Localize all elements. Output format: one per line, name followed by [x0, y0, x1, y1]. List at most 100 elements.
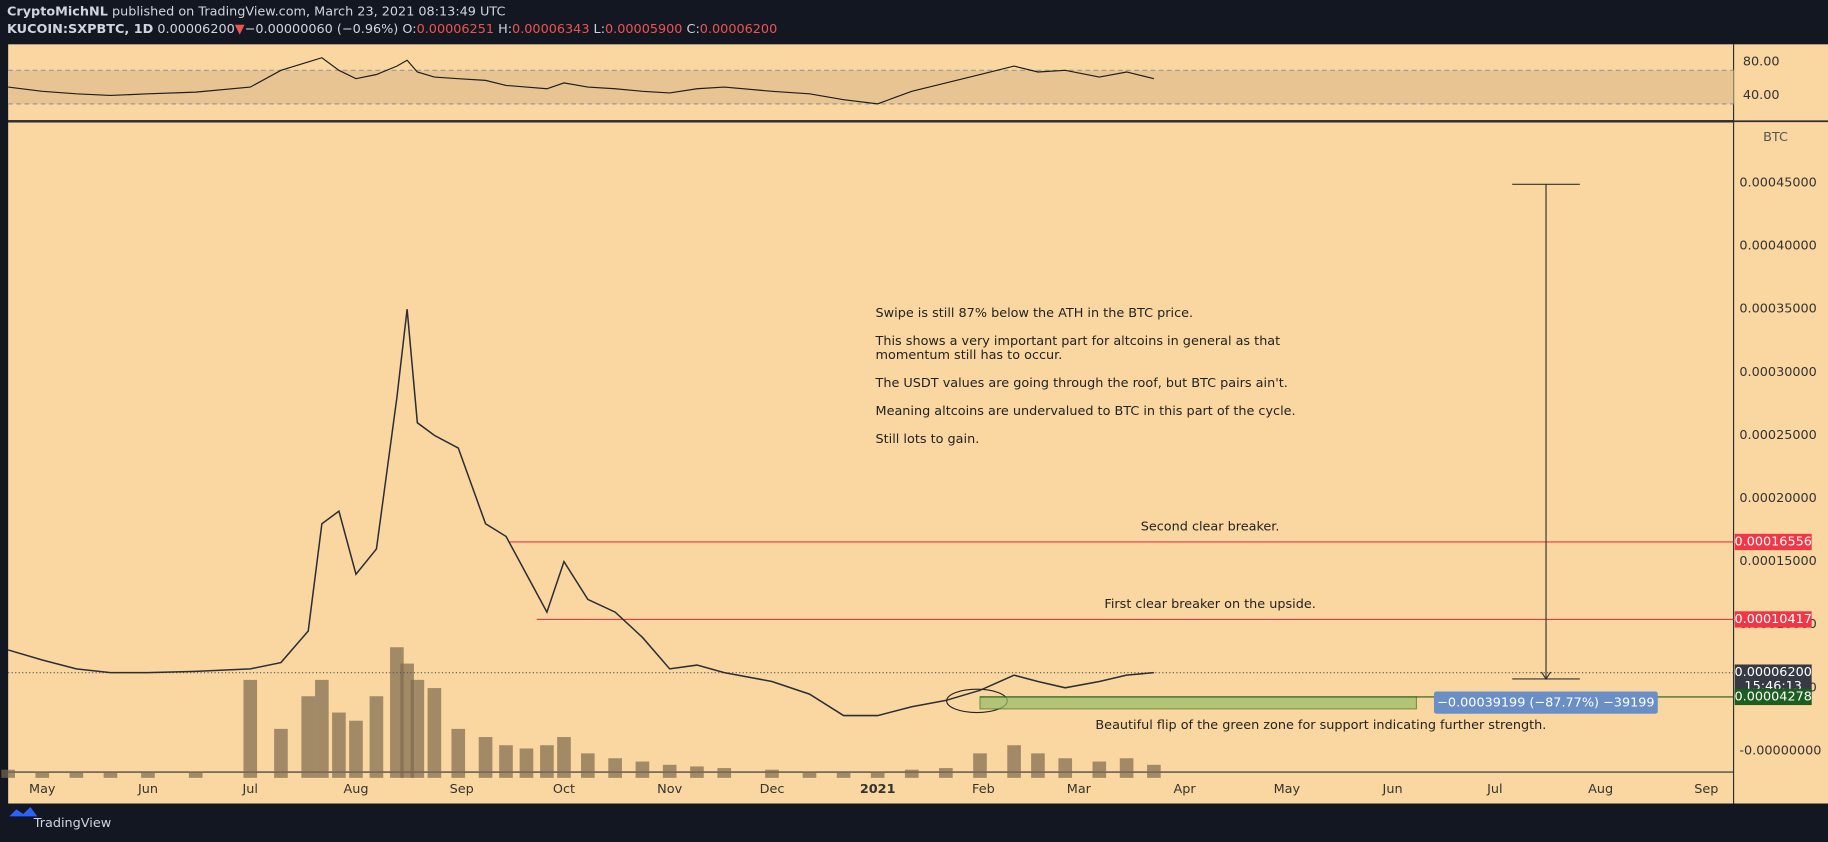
volume-bar	[103, 772, 118, 778]
support-zone	[979, 696, 1418, 710]
x-tick-label: Jun	[1382, 782, 1403, 797]
x-tick-label: Apr	[1173, 782, 1196, 797]
level-tag-bg	[1734, 611, 1812, 628]
symbol: KUCOIN:SXPBTC, 1D	[7, 22, 153, 37]
volume-bar	[1031, 753, 1045, 778]
volume-bar	[141, 772, 155, 778]
volume-bar	[540, 745, 554, 778]
x-tick-label: May	[1274, 782, 1301, 797]
volume-bar	[717, 768, 732, 778]
logo	[9, 807, 38, 817]
x-tick-label: Jul	[242, 782, 258, 797]
x-tick-label: May	[29, 782, 56, 797]
level-text: First clear breaker on the upside.	[1104, 597, 1315, 612]
close: 0.00006200	[700, 22, 777, 37]
author: CryptoMichNL	[7, 4, 108, 19]
x-tick-label: Nov	[657, 782, 682, 797]
currency: BTC	[1763, 130, 1788, 145]
volume-bar	[243, 679, 258, 778]
note-line: The USDT values are going through the ro…	[875, 376, 1288, 391]
x-tick-label: Jul	[1486, 782, 1502, 797]
x-tick-label: Oct	[553, 782, 575, 797]
published: published on TradingView.com, March 23, …	[112, 4, 506, 19]
volume-bar	[478, 737, 493, 778]
x-tick-label: Aug	[343, 782, 368, 797]
note-line: This shows a very important part for alt…	[875, 334, 1281, 349]
main-pane	[8, 122, 1734, 804]
brand: TradingView	[33, 816, 111, 831]
note-line: Still lots to gain.	[876, 432, 980, 447]
volume-bar	[1119, 758, 1134, 778]
volume-bar	[1147, 764, 1161, 778]
volume-bar	[349, 720, 363, 778]
zone-text: Beautiful flip of the green zone for sup…	[1095, 718, 1546, 733]
y-tick-label: 0.00025000	[1739, 428, 1816, 443]
volume-bar	[499, 745, 513, 778]
volume-bar	[410, 679, 425, 778]
arrow: ▼	[235, 22, 245, 37]
x-tick-label: Mar	[1067, 782, 1092, 797]
volume-bar	[870, 771, 885, 778]
zone-tag-bg	[1734, 688, 1812, 706]
volume-bar	[274, 728, 288, 778]
y-tick-label: 0.00045000	[1739, 176, 1816, 191]
x-tick-label: Feb	[972, 782, 995, 797]
rsi-tick-label: 40.00	[1743, 88, 1780, 103]
measure-box	[1433, 691, 1658, 714]
arrow-head	[1540, 671, 1552, 681]
volume-bar	[662, 764, 677, 778]
c-label: C:	[687, 22, 700, 37]
volume-bar	[519, 748, 534, 778]
zone-tag: 0.00004278	[1734, 689, 1811, 704]
volume-bar	[904, 769, 919, 778]
volume-bar	[1058, 758, 1073, 778]
volume-bar	[35, 771, 50, 778]
volume-bar	[1092, 761, 1107, 778]
header-line-2: KUCOIN:SXPBTC, 1D 0.00006200▼−0.00000060…	[7, 22, 777, 37]
level-text: Second clear breaker.	[1141, 519, 1280, 534]
volume-bar	[188, 771, 203, 778]
rsi-tick-label: 80.00	[1743, 54, 1780, 69]
volume-bar	[557, 737, 571, 778]
level-tag: 0.00010417	[1734, 612, 1811, 627]
note-line: Meaning altcoins are undervalued to BTC …	[876, 404, 1296, 419]
last-tag: 0.00006200	[1734, 665, 1811, 680]
level-tag: 0.00016556	[1734, 534, 1811, 549]
low: 0.00005900	[605, 22, 682, 37]
y-tick-label: -0.00000000	[1739, 743, 1821, 758]
header-line-1: CryptoMichNL published on TradingView.co…	[7, 4, 505, 19]
level-tag-bg	[1734, 533, 1812, 551]
volume-bar	[451, 728, 466, 778]
y-tick-label: 0.00020000	[1739, 491, 1816, 506]
price-line	[7, 309, 1154, 717]
volume-bar	[1, 769, 15, 778]
rsi-band	[8, 70, 1734, 104]
rsi-line	[8, 57, 1155, 105]
note-line: Swipe is still 87% below the ATH in the …	[876, 306, 1194, 321]
volume-bar	[369, 696, 384, 778]
volume-bar	[690, 766, 704, 778]
x-tick-label: Sep	[1694, 782, 1718, 797]
volume-bar	[635, 761, 650, 778]
y-tick-label: 0.00035000	[1739, 302, 1816, 317]
volume-bar	[973, 753, 987, 778]
measure-label: −0.00039199 (−87.77%) −39199	[1437, 696, 1654, 711]
volume-bar	[939, 768, 953, 778]
volume-bar	[765, 769, 779, 778]
open: 0.00006251	[417, 22, 494, 37]
volume-bar	[301, 696, 316, 778]
y-tick-label: 0.00030000	[1739, 365, 1816, 380]
volume-bar	[836, 772, 851, 778]
x-tick-label: 2021	[860, 782, 896, 797]
volume-bar	[427, 688, 442, 778]
volume-bar	[802, 771, 817, 778]
volume-bar	[69, 772, 84, 778]
volume-bar	[315, 679, 329, 778]
volume-bar	[581, 753, 595, 778]
volume-bar	[1007, 745, 1021, 778]
x-tick-label: Sep	[450, 782, 474, 797]
y-tick-label: 0.00015000	[1739, 554, 1816, 569]
l-label: L:	[594, 22, 605, 37]
